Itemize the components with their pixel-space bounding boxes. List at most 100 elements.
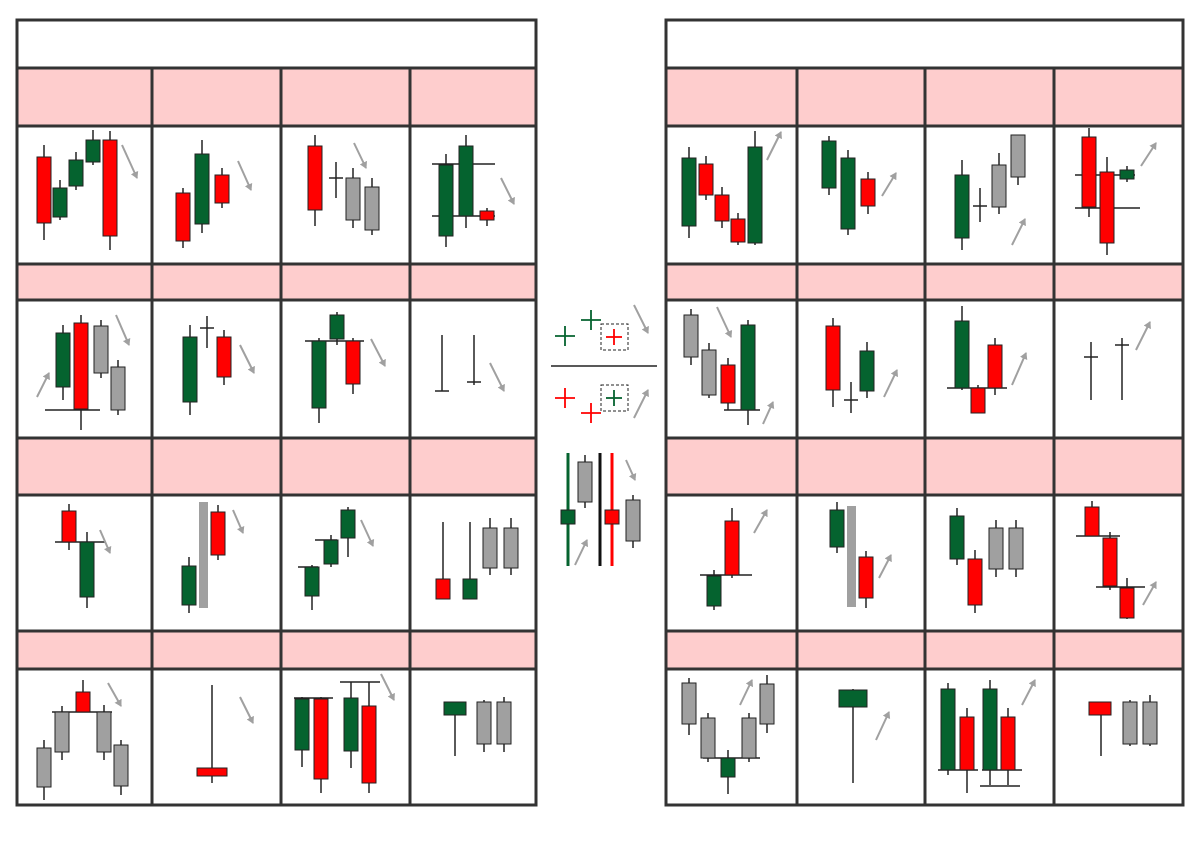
pattern-cell [175,140,253,248]
candle [304,565,320,610]
candle-body [496,701,512,745]
pattern-cell [1076,501,1157,619]
pattern-cell [305,312,386,423]
trend-arrow [36,372,50,398]
candle-body [991,164,1007,208]
candle [214,168,230,208]
pattern-cell [196,685,254,783]
trend-arrow [875,711,891,741]
trend-arrow [716,306,733,338]
candle-body [93,325,109,374]
candle-body [847,506,856,607]
candle-body [1081,136,1097,208]
candle [311,338,327,423]
candle [364,178,380,235]
candle [36,740,52,800]
trend-arrow [1135,321,1151,351]
candle [113,740,129,795]
candle [724,508,740,578]
candle-body [829,509,845,548]
candle-body [959,716,975,771]
trend-arrow [360,519,375,547]
candle [1142,695,1158,746]
candle [949,508,965,565]
candle-body [954,320,970,389]
candle [503,518,519,575]
pattern-cell [1088,695,1158,756]
doji-candle [1084,342,1098,400]
candle [54,706,70,760]
candle-body [701,349,717,396]
trend-arrow [766,131,782,161]
candle-body [73,322,89,410]
pattern-cell [681,131,782,245]
candle-body [345,340,361,385]
candle-body [625,499,641,542]
candle-body [747,146,763,244]
candle-body [36,747,52,788]
candle-body [194,153,210,225]
candle-body [199,502,208,608]
candle-body [1119,169,1135,180]
candle [988,520,1004,577]
candle [61,504,77,550]
candle-body [54,711,70,753]
candle [435,522,451,600]
candle-body [683,314,699,358]
bullish-body [560,509,576,525]
candle-body [838,689,868,708]
pattern-cell [949,508,1024,613]
trend-arrow [237,160,253,191]
candle-body [102,139,118,237]
candle-body [730,218,746,243]
candle-body [345,177,361,221]
trend-arrow [353,142,368,169]
candle [701,343,717,398]
pattern-cell [838,689,891,783]
candle-body [210,511,226,556]
candle-body [720,757,736,778]
candle-body [700,717,716,759]
candle [93,320,109,378]
candle-body [1142,701,1158,745]
candle [345,168,361,228]
candle-body [479,210,495,221]
highlight-box [600,384,629,412]
gravestone-doji [435,335,481,392]
bullish-cross-legend [555,304,649,351]
pattern-cell [435,335,505,392]
candle-body [307,145,323,211]
candle-body [458,145,474,217]
pattern-cell [443,697,512,756]
doji-candle [1115,338,1129,400]
candle [1122,700,1138,746]
candle [210,505,226,560]
hanging-man [443,701,467,756]
candle [730,213,746,245]
candle-body [68,159,84,187]
candle [1000,708,1016,785]
trend-arrow [883,369,899,398]
candle-body [1099,171,1115,244]
candle-body [182,336,198,403]
candle [1008,520,1024,577]
candle-body [343,697,359,752]
trend-arrow [489,362,505,392]
candle [759,675,775,733]
pattern-cell [829,502,892,608]
candle-body [859,350,875,392]
candle [216,330,232,385]
candle-body [75,691,91,713]
doji-candle [200,316,214,348]
candle [329,312,345,345]
candle-body [741,717,757,759]
candle [182,325,198,415]
candle-body [940,688,956,771]
candle [740,320,756,425]
bearish-body [604,509,620,525]
candle-body [476,701,492,745]
candle [1084,501,1100,537]
candle [75,680,91,713]
candle-body [1088,701,1112,716]
